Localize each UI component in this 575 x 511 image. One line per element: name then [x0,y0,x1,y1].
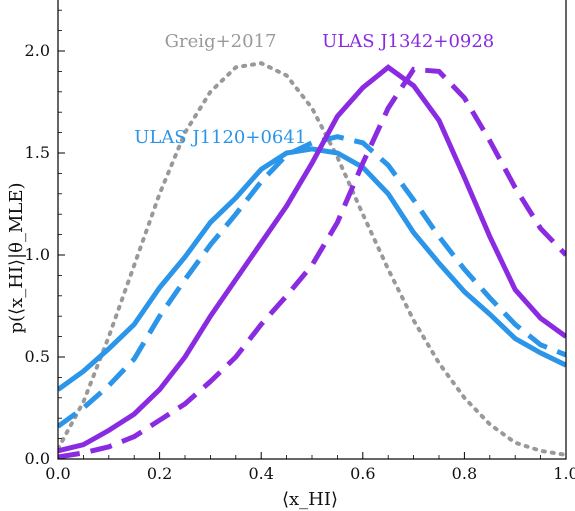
x-tick-label: 0.0 [45,464,70,483]
y-tick-label: 0.0 [25,449,50,468]
series-line-5 [58,66,566,459]
series-line-4 [58,64,566,454]
x-tick-label: 0.8 [452,464,477,483]
series-label-1: Greig+2017 [165,31,277,52]
annotation-layer: Greig+2017 ULAS J1342+0928 ULAS J1120+0641 [134,31,494,148]
axes-layer: 0.0 0.2 0.4 0.6 0.8 1.0 0.0 0.5 1.0 1.5 2.0 [25,0,575,483]
y-tick-label: 0.5 [25,347,50,366]
x-tick-label: 0.4 [248,464,273,483]
x-tick-label: 0.6 [350,464,375,483]
axes-frame [57,0,567,460]
series-line-2 [58,146,566,392]
y-tick-label: 1.5 [25,143,50,162]
series-layer [58,61,566,459]
x-axis-label: ⟨x_HI⟩ [282,489,338,510]
series-line-3 [58,134,566,429]
x-tick-label: 1.0 [553,464,575,483]
series-line-1 [58,61,566,457]
y-tick-label: 1.0 [25,245,50,264]
series-label-2: ULAS J1342+0928 [322,31,494,52]
y-axis-label: p(⟨x_HI⟩|θ_MLE) [6,183,27,334]
x-tick-label: 0.2 [147,464,172,483]
y-tick-label: 2.0 [25,41,50,60]
series-label-3: ULAS J1120+0641 [134,127,306,148]
